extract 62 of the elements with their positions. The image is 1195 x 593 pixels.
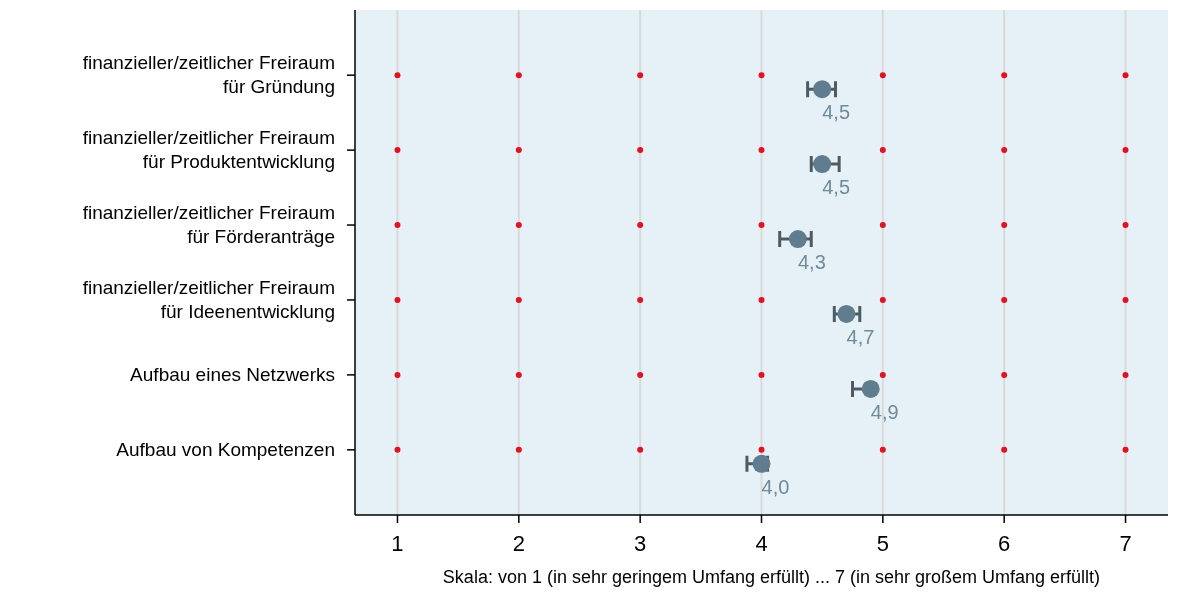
point <box>394 446 401 453</box>
point <box>1122 147 1129 154</box>
point <box>394 371 401 378</box>
y-tick-label: Aufbau von Kompetenzen <box>116 438 335 460</box>
y-tick-label: finanzieller/zeitlicher Freiraum für Ideenentwicklung <box>82 276 335 322</box>
point <box>879 147 886 154</box>
data-label: 4,0 <box>761 475 790 498</box>
data-label: 4,3 <box>798 251 826 274</box>
point <box>637 371 644 378</box>
point <box>1122 72 1129 79</box>
point <box>1001 296 1008 303</box>
point <box>637 446 644 453</box>
point <box>879 222 886 229</box>
point <box>758 371 765 378</box>
point <box>1001 72 1008 79</box>
point <box>758 222 765 229</box>
point <box>758 147 765 154</box>
x-tick-label: 7 <box>1119 531 1132 556</box>
data-label: 4,5 <box>822 176 851 199</box>
point <box>515 222 522 229</box>
point <box>394 296 401 303</box>
point <box>637 147 644 154</box>
point <box>515 72 522 79</box>
point <box>637 296 644 303</box>
point <box>394 222 401 229</box>
x-tick-label: 5 <box>876 531 889 556</box>
point <box>879 296 886 303</box>
point <box>394 72 401 79</box>
point <box>879 371 886 378</box>
data-label: 4,7 <box>846 325 875 348</box>
x-tick-label: 3 <box>634 531 647 556</box>
point <box>515 446 522 453</box>
data-label: 4,5 <box>822 101 851 124</box>
x-tick-label: 2 <box>512 531 525 556</box>
point <box>1122 371 1129 378</box>
x-tick-label: 1 <box>391 531 404 556</box>
point <box>1122 446 1129 453</box>
point <box>637 222 644 229</box>
point <box>1122 296 1129 303</box>
x-axis-title: Skala: von 1 (in sehr geringem Umfang erfüllt) ... 7 (in sehr großem Umfang erfüllt) <box>442 567 1101 587</box>
x-tick-label: 4 <box>755 531 768 556</box>
y-tick-label: finanzieller/zeitlicher Freiraum für Förderanträge <box>82 202 335 248</box>
point <box>637 72 644 79</box>
point <box>758 296 765 303</box>
point <box>879 72 886 79</box>
x-tick-label: 6 <box>998 531 1011 556</box>
point <box>1001 371 1008 378</box>
y-tick-label: finanzieller/zeitlicher Freiraum für Gründung <box>82 52 335 98</box>
point <box>879 446 886 453</box>
point <box>758 446 765 453</box>
y-tick-label: finanzieller/zeitlicher Freiraum für Produktentwicklung <box>82 127 335 173</box>
point <box>515 371 522 378</box>
point <box>1001 446 1008 453</box>
point <box>515 296 522 303</box>
point <box>1001 222 1008 229</box>
point <box>758 72 765 79</box>
point <box>515 147 522 154</box>
y-tick-label: Aufbau eines Netzwerks <box>130 363 335 385</box>
point <box>1001 147 1008 154</box>
point <box>394 147 401 154</box>
data-label: 4,9 <box>870 400 899 423</box>
point <box>1122 222 1129 229</box>
